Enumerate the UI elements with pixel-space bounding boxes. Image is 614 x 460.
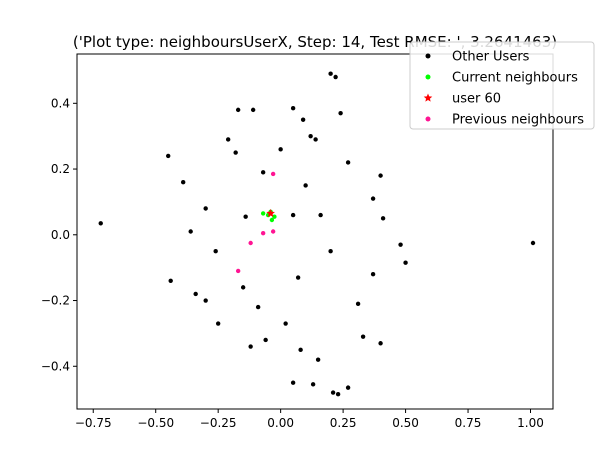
point-other-users xyxy=(278,147,283,152)
point-previous-neighbours xyxy=(270,229,276,234)
point-other-users xyxy=(180,179,186,185)
point-other-users xyxy=(370,196,376,201)
point-other-users xyxy=(355,301,361,307)
x-tick-label: −0.75 xyxy=(75,416,112,430)
point-other-users xyxy=(338,110,343,116)
point-other-users xyxy=(235,107,241,113)
legend-marker xyxy=(425,53,431,59)
point-other-users xyxy=(345,385,351,390)
point-previous-neighbours xyxy=(260,230,266,236)
point-previous-neighbours xyxy=(235,268,241,274)
legend-label: Other Users xyxy=(452,50,530,65)
point-other-users xyxy=(328,249,333,254)
x-tick-label: 1.00 xyxy=(517,416,544,430)
legend-marker xyxy=(425,116,431,122)
x-axis: −0.75 −0.50 −0.25 0.00 0.25 0.50 0.75 1.00 xyxy=(75,409,544,430)
point-previous-neighbours xyxy=(270,171,276,177)
points-layer xyxy=(98,71,536,397)
point-other-users xyxy=(310,382,316,387)
point-other-users xyxy=(203,298,208,303)
point-other-users xyxy=(250,107,256,113)
point-other-users xyxy=(335,392,341,397)
point-other-users xyxy=(330,390,336,395)
point-other-users xyxy=(318,212,323,218)
point-other-users xyxy=(333,74,338,80)
legend: Other Users Current neighbours user 60 Prev… xyxy=(409,41,595,130)
point-other-users xyxy=(215,321,221,326)
point-other-users xyxy=(298,347,303,353)
point-other-users xyxy=(370,272,376,277)
point-previous-neighbours xyxy=(248,240,253,246)
point-other-users xyxy=(300,117,306,122)
y-tick-label: −0.2 xyxy=(41,294,70,308)
point-user-60 xyxy=(266,208,275,218)
point-other-users xyxy=(380,216,386,221)
point-other-users xyxy=(225,137,231,142)
point-current-neighbours xyxy=(269,217,275,223)
x-tick-label: 0.50 xyxy=(392,416,419,430)
x-tick-label: 0.25 xyxy=(330,416,357,430)
point-other-users xyxy=(240,285,246,290)
point-other-users xyxy=(213,249,218,254)
point-other-users xyxy=(290,106,296,111)
y-tick-label: 0.2 xyxy=(51,162,70,176)
point-other-users xyxy=(290,380,296,385)
point-other-users xyxy=(378,341,383,346)
x-tick-label: 0.75 xyxy=(455,416,482,430)
legend-marker xyxy=(425,74,431,80)
point-other-users xyxy=(313,137,318,142)
point-other-users xyxy=(263,337,268,343)
legend-box xyxy=(409,41,595,130)
point-other-users xyxy=(233,150,238,155)
legend-marker xyxy=(423,93,433,102)
point-other-users xyxy=(290,212,296,218)
point-other-users xyxy=(248,344,253,349)
point-other-users xyxy=(308,133,313,139)
point-other-users xyxy=(328,71,333,76)
y-tick-label: 0.0 xyxy=(51,228,70,242)
point-other-users xyxy=(260,170,266,175)
x-tick-label: −0.25 xyxy=(200,416,237,430)
x-tick-label: −0.50 xyxy=(137,416,174,430)
point-other-users xyxy=(360,334,366,339)
point-other-users xyxy=(203,206,208,211)
point-other-users xyxy=(378,173,383,178)
point-other-users xyxy=(530,240,536,246)
point-other-users xyxy=(193,291,198,297)
legend-label: user 60 xyxy=(452,92,501,107)
point-other-users xyxy=(243,214,248,219)
point-other-users xyxy=(255,304,261,310)
y-tick-label: −0.4 xyxy=(41,359,70,373)
point-other-users xyxy=(283,321,288,326)
point-other-users xyxy=(345,160,351,165)
plot-frame xyxy=(76,53,554,410)
point-other-users xyxy=(403,260,408,265)
point-other-users xyxy=(166,153,171,159)
point-other-users xyxy=(398,242,403,247)
point-other-users xyxy=(98,221,103,226)
point-other-users xyxy=(295,275,301,280)
point-other-users xyxy=(303,183,308,188)
point-other-users xyxy=(188,229,193,234)
legend-label: Previous neighbours xyxy=(452,113,584,128)
point-other-users xyxy=(315,357,321,362)
point-current-neighbours xyxy=(260,211,266,216)
y-tick-label: 0.4 xyxy=(51,96,70,110)
y-axis: −0.4 −0.2 0.0 0.2 0.4 xyxy=(41,96,77,373)
x-tick-label: 0.00 xyxy=(267,416,294,430)
legend-label: Current neighbours xyxy=(452,71,578,86)
point-other-users xyxy=(168,278,173,284)
point-current-neighbours xyxy=(272,214,277,219)
